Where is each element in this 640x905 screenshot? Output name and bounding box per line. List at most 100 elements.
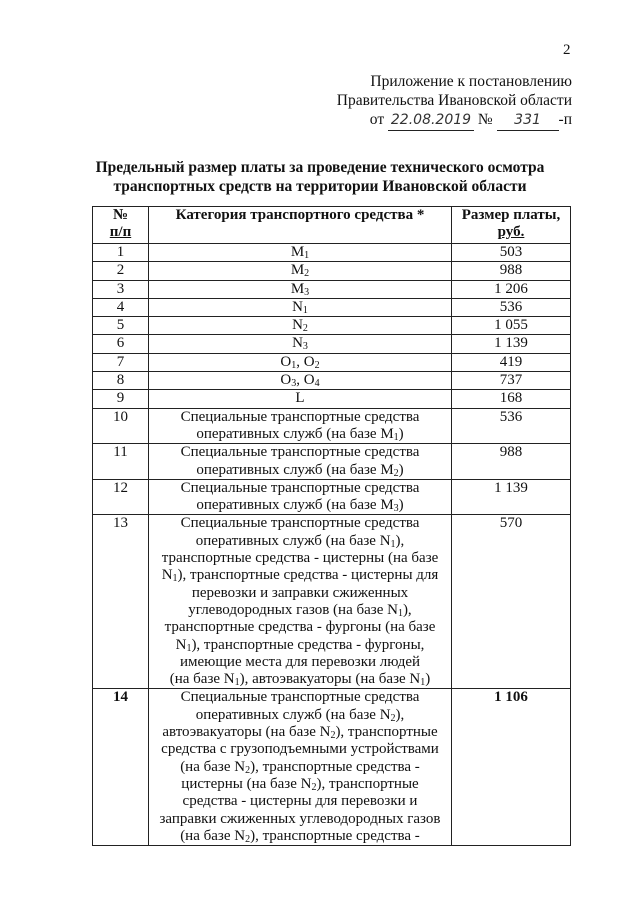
category-line: имеющие места для перевозки людей [179, 653, 421, 670]
subscript: 1 [304, 250, 310, 261]
row-price: 1 206 [451, 279, 571, 299]
title-line-2: транспортных средств на территории Ивано… [113, 178, 527, 195]
category-line: углеводородных газов (на базе N1), [188, 601, 412, 619]
row-number: 5 [92, 316, 149, 336]
row-number: 10 [92, 407, 149, 445]
subscript: 4 [314, 378, 320, 390]
row-number: 6 [92, 334, 149, 354]
subscript: 3 [393, 503, 399, 515]
subscript: 3 [304, 286, 310, 298]
row-category: M3 [148, 279, 452, 299]
subscript: 1 [420, 677, 426, 689]
category-line: средства с грузоподъемными устройствами [161, 741, 439, 758]
subscript: 1 [397, 607, 403, 619]
header-number-line-1: № [112, 207, 129, 223]
row-category: Специальные транспортные средства операти… [148, 407, 452, 445]
subscript: 2 [245, 764, 251, 776]
table-row: 2 M2 988 [92, 261, 571, 281]
category-line: Специальные транспортные средства [180, 444, 420, 461]
row-category: L [148, 389, 452, 409]
row-price: 536 [451, 407, 571, 445]
category-line: O3, O4 [280, 372, 320, 390]
row-category: M2 [148, 261, 452, 281]
row-price: 536 [451, 297, 571, 318]
title-line-1: Предельный размер платы за проведение те… [95, 159, 545, 176]
table-row: 13 Специальные транспортные средства опера… [92, 514, 571, 690]
subscript: 1 [186, 642, 192, 654]
table-row: 6 N3 1 139 [92, 334, 571, 354]
table-row: 14 Специальные транспортные средства опера… [92, 688, 571, 847]
subscript: 2 [304, 268, 310, 280]
appendix-header: Приложение к постановлению Правительства… [337, 72, 572, 131]
subscript: 2 [314, 359, 320, 371]
category-line: Специальные транспортные средства [180, 408, 420, 425]
row-number: 9 [92, 389, 149, 409]
category-line: автоэвакуаторы (на базе N2), транспортны… [162, 724, 438, 742]
row-price: 988 [451, 443, 571, 480]
row-category: N3 [148, 334, 452, 354]
category-line: перевозки и заправки сжиженных [191, 584, 409, 601]
row-category: N1 [148, 297, 452, 318]
table-row: 11 Специальные транспортные средства опера… [92, 443, 571, 480]
row-number: 11 [92, 443, 149, 480]
category-line: Специальные транспортные средства [180, 479, 420, 496]
from-label: от [369, 111, 385, 128]
table-row: 7 O1, O2 419 [92, 352, 571, 373]
subscript: 2 [390, 712, 396, 724]
category-line: M1 [290, 244, 310, 261]
row-category: O3, O4 [148, 371, 452, 391]
category-line: M2 [290, 262, 310, 280]
table-row: 9 L 168 [92, 389, 571, 409]
row-price: 168 [451, 389, 571, 409]
number-label: № [477, 111, 493, 128]
category-line: Специальные транспортные средства [180, 689, 420, 706]
row-category: M1 [148, 242, 452, 263]
header-number-line-2: п/п [109, 224, 132, 241]
row-number: 2 [92, 261, 149, 281]
table-row: 10 Специальные транспортные средства опера… [92, 407, 571, 445]
category-line: N1), транспортные средства - цистерны дл… [161, 567, 439, 585]
subscript: 3 [302, 341, 308, 353]
subscript: 1 [172, 573, 178, 585]
row-price: 1 106 [451, 688, 571, 847]
header-category: Категория транспортного средства * [148, 206, 452, 244]
appendix-line-1: Приложение к постановлению [370, 73, 572, 90]
header-price-line-2: руб. [497, 224, 525, 241]
table-body: 1 M1 503 2 M2 988 3 M3 1 206 4 N1 536 5 N2 1 055 6 N3 1 1… [92, 242, 571, 847]
header-price: Размер платы, руб. [451, 206, 571, 244]
row-price: 737 [451, 371, 571, 391]
row-price: 570 [451, 514, 571, 690]
table-row: 1 M1 503 [92, 242, 571, 263]
row-price: 503 [451, 242, 571, 263]
category-line: оперативных служб (на базе M2) [196, 461, 404, 479]
table-row: 3 M3 1 206 [92, 279, 571, 299]
table-header-row: № п/п Категория транспортного средства * … [92, 206, 571, 244]
subscript: 2 [330, 730, 336, 742]
handwritten-number: 331 [496, 111, 559, 131]
row-price: 1 139 [451, 334, 571, 354]
category-line: средства - цистерны для перевозки и [182, 793, 418, 810]
category-line: Специальные транспортные средства [180, 515, 420, 532]
row-category: Специальные транспортные средства операти… [148, 443, 452, 480]
category-line: N3 [292, 335, 308, 353]
row-number: 12 [92, 478, 149, 516]
appendix-line-2: Правительства Ивановской области [336, 92, 572, 109]
category-line: N2 [292, 317, 308, 335]
number-suffix: -п [558, 111, 572, 128]
category-line: заправки сжиженных углеводородных газов [159, 810, 441, 827]
row-category: Специальные транспортные средства операти… [148, 478, 452, 516]
category-line: (на базе N1), автоэвакуаторы (на базе N1… [169, 671, 431, 689]
row-category: N2 [148, 316, 452, 336]
row-number: 4 [92, 297, 149, 318]
row-category: Специальные транспортные средства операти… [148, 514, 452, 690]
subscript: 1 [291, 359, 297, 371]
category-line: N1 [292, 298, 308, 316]
row-number: 3 [92, 279, 149, 299]
subscript: 1 [302, 304, 308, 316]
subscript: 1 [390, 538, 396, 550]
row-number: 14 [92, 688, 149, 847]
row-category: Специальные транспортные средства операти… [148, 688, 452, 847]
category-line: оперативных служб (на базе M3) [196, 497, 404, 515]
table-row: 5 N2 1 055 [92, 316, 571, 336]
document-title: Предельный размер платы за проведение те… [0, 158, 640, 196]
